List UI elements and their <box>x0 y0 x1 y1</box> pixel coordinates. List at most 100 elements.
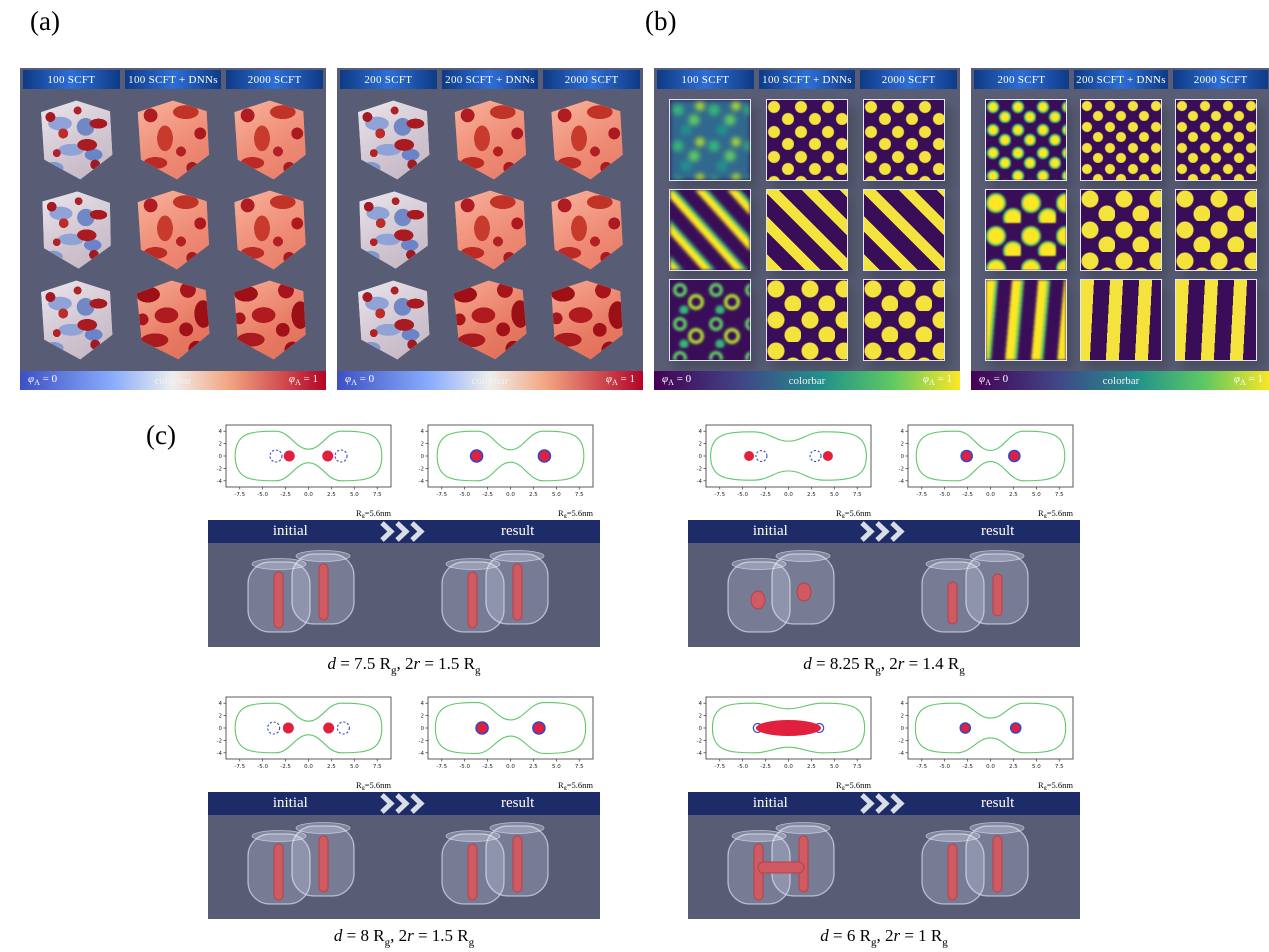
isosurface-cube-image <box>234 280 306 360</box>
density-field-cell <box>765 189 848 271</box>
isosurface-cube-image <box>36 188 117 271</box>
contour-plot-result: 4 2 0 -2 -4 -7.5 -5.0 -2.5 0.0 2.5 5.0 7.5 Rg=5.6nm <box>412 694 598 792</box>
svg-text:-5.0: -5.0 <box>737 764 748 770</box>
svg-text:5.0: 5.0 <box>830 492 839 498</box>
phi-symbol: φ <box>662 373 669 386</box>
isosurface-cell <box>30 186 122 274</box>
svg-text:-2: -2 <box>899 739 904 745</box>
parameters-caption: d = 8.25 Rg, 2r = 1.4 Rg <box>688 654 1080 676</box>
svg-text:-5.0: -5.0 <box>459 764 470 770</box>
svg-text:Rg=5.6nm: Rg=5.6nm <box>836 780 871 790</box>
svg-text:-2.5: -2.5 <box>280 764 291 770</box>
svg-text:-7.5: -7.5 <box>436 764 447 770</box>
density-field-image <box>1080 100 1161 180</box>
svg-text:-2: -2 <box>697 739 702 745</box>
render-3d-panel <box>688 543 1080 647</box>
svg-text:-2.5: -2.5 <box>280 492 291 498</box>
column-header: 2000 SCFT <box>860 70 958 89</box>
svg-text:0.0: 0.0 <box>784 492 793 498</box>
caption-text: , 2 <box>396 654 414 673</box>
svg-text:-2: -2 <box>419 739 424 745</box>
phi-subscript: A <box>351 378 357 388</box>
column-header: 200 SCFT <box>340 70 437 89</box>
svg-text:2: 2 <box>901 442 905 448</box>
contour-plots-row: 4 2 0 -2 -4 -7.5 -5.0 -2.5 0.0 2.5 5.0 7.5 Rg=5.6nm … <box>208 694 600 792</box>
render-3d-canvas <box>247 822 549 906</box>
svg-text:-4: -4 <box>899 479 905 485</box>
density-field-cell <box>985 279 1068 361</box>
initial-label: initial <box>752 795 788 812</box>
svg-text:Rg=5.6nm: Rg=5.6nm <box>558 780 593 790</box>
chevron-arrows-icon <box>380 793 425 815</box>
colorbar: φA = 0 colorbar φA = 1 <box>337 371 643 390</box>
svg-text:5.0: 5.0 <box>1032 492 1041 498</box>
colorbar-right-value: = 1 <box>1245 373 1263 386</box>
caption-text: , 2 <box>880 654 898 673</box>
svg-text:7.5: 7.5 <box>373 492 382 498</box>
colorbar-left-value: = 0 <box>39 373 58 386</box>
svg-text:-2.5: -2.5 <box>962 764 973 770</box>
contour-plot-initial: 4 2 0 -2 -4 -7.5 -5.0 -2.5 0.0 2.5 5.0 7.5 Rg=5.6nm <box>210 694 396 792</box>
svg-text:-2.5: -2.5 <box>760 764 771 770</box>
contour-plot-canvas: 4 2 0 -2 -4 -7.5 -5.0 -2.5 0.0 2.5 5.0 7.5 Rg=5.6nm <box>697 424 872 520</box>
caption-text: = 7.5 R <box>336 654 391 673</box>
svg-text:0: 0 <box>699 454 703 460</box>
density-field-image <box>986 100 1067 180</box>
density-field-image <box>1175 280 1256 360</box>
colorbar-left-value: = 0 <box>673 373 692 386</box>
density-field-image <box>1175 100 1256 180</box>
svg-text:-2: -2 <box>697 466 702 472</box>
isosurface-cube-image <box>234 100 306 180</box>
svg-text:7.5: 7.5 <box>1055 492 1064 498</box>
initial-label: initial <box>272 795 308 812</box>
phi-subscript: A <box>929 378 935 388</box>
density-field-image <box>670 190 751 270</box>
caption-text: r <box>413 654 421 673</box>
density-field-cell <box>669 189 752 271</box>
caption-text: d <box>327 654 337 673</box>
caption-text: = 1 R <box>900 926 943 946</box>
colorbar-right-value: = 1 <box>617 373 635 386</box>
svg-text:0.0: 0.0 <box>304 492 313 498</box>
phi-subscript: A <box>34 378 40 388</box>
svg-text:7.5: 7.5 <box>373 764 382 770</box>
svg-text:-7.5: -7.5 <box>916 492 927 498</box>
contour-plot-initial: 4 2 0 -2 -4 -7.5 -5.0 -2.5 0.0 2.5 5.0 7.5 Rg=5.6nm <box>690 694 876 792</box>
svg-text:-4: -4 <box>217 751 223 757</box>
caption-text: , 2 <box>390 926 408 946</box>
figure-label-b: (b) <box>645 6 677 36</box>
isosurface-cube-image <box>132 278 215 363</box>
contour-plot-canvas: 4 2 0 -2 -4 -7.5 -5.0 -2.5 0.0 2.5 5.0 7.5 Rg=5.6nm <box>697 696 872 792</box>
svg-text:-4: -4 <box>419 751 425 757</box>
isosurface-cube-image <box>358 280 430 360</box>
svg-text:7.5: 7.5 <box>853 492 862 498</box>
contour-plot-result: 4 2 0 -2 -4 -7.5 -5.0 -2.5 0.0 2.5 5.0 7.5 Rg=5.6nm <box>412 422 598 520</box>
subscript: g <box>959 664 965 677</box>
column-headers: 100 SCFT 100 SCFT + DNNs 2000 SCFT <box>654 68 960 89</box>
isosurface-cell <box>224 96 316 184</box>
isosurface-cell <box>444 186 536 274</box>
density-field-image <box>766 280 847 360</box>
density-field-grid <box>971 89 1269 371</box>
svg-text:5.0: 5.0 <box>552 764 561 770</box>
svg-text:4: 4 <box>219 702 223 708</box>
svg-text:5.0: 5.0 <box>1032 764 1041 770</box>
density-field-cell <box>669 279 752 361</box>
figure-label-c: (c) <box>146 420 176 450</box>
density-field-cell <box>862 279 945 361</box>
isosurface-cell <box>347 276 439 364</box>
svg-text:-5.0: -5.0 <box>737 492 748 498</box>
svg-text:-2: -2 <box>899 466 904 472</box>
svg-text:-4: -4 <box>697 479 703 485</box>
column-headers: 200 SCFT 200 SCFT + DNNs 2000 SCFT <box>971 68 1269 89</box>
svg-text:-2.5: -2.5 <box>760 492 771 498</box>
svg-text:Rg=5.6nm: Rg=5.6nm <box>356 508 391 518</box>
contour-plots-row: 4 2 0 -2 -4 -7.5 -5.0 -2.5 0.0 2.5 5.0 7.5 Rg=5.6nm … <box>208 422 600 520</box>
svg-text:4: 4 <box>699 702 703 708</box>
phi-symbol: φ <box>345 373 352 386</box>
svg-text:0.0: 0.0 <box>986 764 995 770</box>
svg-text:2: 2 <box>219 442 223 448</box>
density-field-image <box>863 190 944 270</box>
colorbar-label-right: φA = 1 <box>923 373 952 387</box>
